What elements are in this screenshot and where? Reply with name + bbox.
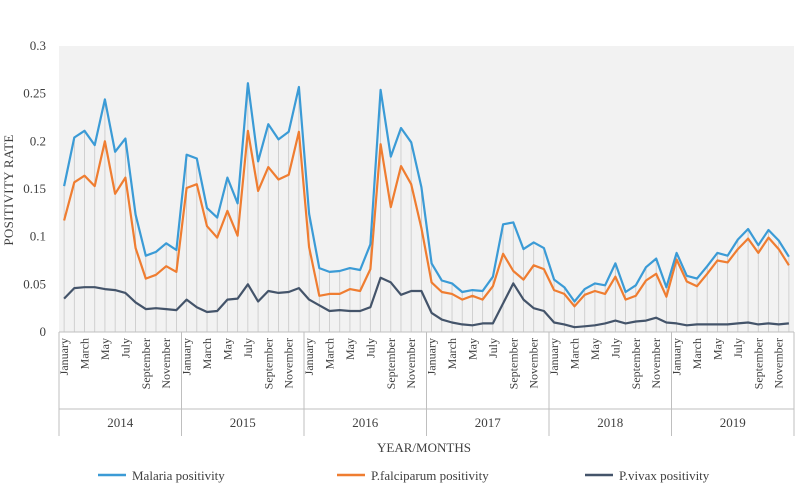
x-tick-label: January bbox=[180, 338, 194, 375]
x-axis-title: YEAR/MONTHS bbox=[377, 440, 471, 455]
y-tick-label: 0.15 bbox=[23, 181, 46, 196]
y-tick-label: 0.3 bbox=[30, 38, 46, 53]
legend-item: P.falciparum positivity bbox=[337, 468, 489, 483]
x-tick-label: January bbox=[425, 338, 439, 375]
x-tick-label: July bbox=[241, 338, 255, 358]
y-tick-label: 0.25 bbox=[23, 86, 46, 101]
series-line bbox=[63, 276, 790, 329]
legend-item: P.vivax positivity bbox=[585, 468, 710, 483]
x-tick-label: March bbox=[78, 338, 92, 369]
x-tick-label: May bbox=[98, 338, 112, 360]
legend: Malaria positivity P.falciparum positivit… bbox=[98, 468, 710, 483]
year-label: 2015 bbox=[230, 415, 256, 430]
series-line bbox=[63, 82, 790, 303]
x-axis: January March May July September November 2014… bbox=[57, 331, 795, 436]
x-tick-label: November bbox=[527, 338, 541, 389]
x-tick-label: November bbox=[772, 338, 786, 389]
x-tick-label: July bbox=[486, 338, 500, 358]
x-tick-label: November bbox=[649, 338, 663, 389]
y-tick-label: 0.2 bbox=[30, 133, 46, 148]
drop-lines bbox=[63, 83, 790, 332]
x-tick-label: May bbox=[343, 338, 357, 360]
y-axis-title: POSITIVITY RATE bbox=[1, 134, 16, 245]
x-tick-label: September bbox=[506, 338, 520, 389]
x-tick-label: January bbox=[302, 338, 316, 375]
x-tick-label: September bbox=[751, 338, 765, 389]
x-tick-label: September bbox=[261, 338, 275, 389]
y-tick-label: 0.1 bbox=[30, 229, 46, 244]
x-tick-label: January bbox=[670, 338, 684, 375]
y-tick-label: 0.05 bbox=[23, 276, 46, 291]
series-lines bbox=[63, 82, 790, 329]
legend-label: Malaria positivity bbox=[132, 468, 225, 483]
y-tick-label: 0 bbox=[40, 324, 47, 339]
year-label: 2019 bbox=[720, 415, 746, 430]
x-tick-label: March bbox=[445, 338, 459, 369]
x-tick-label: September bbox=[139, 338, 153, 389]
year-label: 2016 bbox=[352, 415, 379, 430]
x-tick-label: January bbox=[547, 338, 561, 375]
x-tick-label: July bbox=[118, 338, 132, 358]
year-label: 2014 bbox=[107, 415, 134, 430]
year-label: 2018 bbox=[597, 415, 623, 430]
x-tick-label: July bbox=[731, 338, 745, 358]
x-tick-label: May bbox=[710, 338, 724, 360]
x-tick-label: May bbox=[588, 338, 602, 360]
x-tick-label: July bbox=[608, 338, 622, 358]
x-tick-label: September bbox=[629, 338, 643, 389]
x-tick-label: January bbox=[57, 338, 71, 375]
x-tick-label: May bbox=[220, 338, 234, 360]
series-line bbox=[63, 129, 790, 308]
x-tick-label: March bbox=[690, 338, 704, 369]
year-label: 2017 bbox=[475, 415, 502, 430]
x-tick-label: May bbox=[465, 338, 479, 360]
x-tick-label: July bbox=[363, 338, 377, 358]
legend-label: P.falciparum positivity bbox=[371, 468, 489, 483]
plot-area bbox=[59, 46, 794, 332]
x-tick-label: September bbox=[384, 338, 398, 389]
y-axis: 0 0.05 0.1 0.15 0.2 0.25 0.3 bbox=[23, 38, 46, 339]
x-tick-label: November bbox=[404, 338, 418, 389]
legend-label: P.vivax positivity bbox=[619, 468, 710, 483]
legend-item: Malaria positivity bbox=[98, 468, 225, 483]
x-tick-label: March bbox=[200, 338, 214, 369]
x-tick-label: November bbox=[282, 338, 296, 389]
x-tick-label: March bbox=[568, 338, 582, 369]
x-tick-label: November bbox=[159, 338, 173, 389]
x-tick-label: March bbox=[323, 338, 337, 369]
